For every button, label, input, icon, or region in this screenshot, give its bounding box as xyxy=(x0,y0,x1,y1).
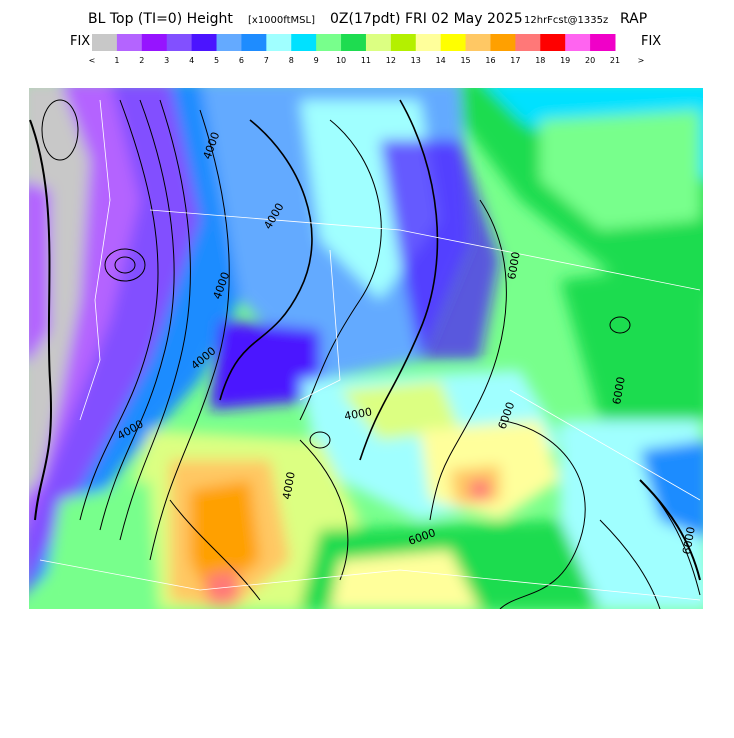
legend-tick-label: 13 xyxy=(411,56,421,65)
legend-tick-label: 21 xyxy=(610,56,620,65)
legend-tick-label: 1 xyxy=(114,56,119,65)
legend-tick-label: 10 xyxy=(336,56,346,65)
legend-swatch xyxy=(166,34,193,51)
title-part: [x1000ftMSL] xyxy=(248,15,315,26)
legend-tick-label: 4 xyxy=(189,56,194,65)
legend-tick-label: 16 xyxy=(485,56,495,65)
contour-label: 4000 xyxy=(280,471,298,501)
legend-swatch xyxy=(490,34,516,51)
color-field xyxy=(29,88,703,609)
legend-tick-label: 8 xyxy=(289,56,294,65)
legend-swatch xyxy=(116,34,143,51)
legend-swatch xyxy=(465,34,491,51)
legend-swatch xyxy=(191,34,218,51)
legend-end-label: FIX xyxy=(641,34,661,49)
legend-tick-label: 18 xyxy=(535,56,545,65)
legend-swatch xyxy=(390,34,417,51)
legend-swatch xyxy=(540,34,566,51)
legend-swatch xyxy=(440,34,467,51)
title-part: 0Z(17pdt) FRI 02 May 2025 xyxy=(330,11,523,27)
legend-swatch xyxy=(415,34,442,51)
legend-swatch xyxy=(141,34,168,51)
legend-tick-label: 19 xyxy=(560,56,570,65)
legend-tick-label: 17 xyxy=(510,56,520,65)
legend-swatch xyxy=(241,34,267,51)
legend-tick-label: 14 xyxy=(436,56,446,65)
title-part: 12hrFcst@1335z xyxy=(524,15,608,26)
legend-tick-label: 20 xyxy=(585,56,595,65)
contour-label: 6000 xyxy=(680,526,698,556)
contour-label: 4000 xyxy=(343,405,373,423)
contour-label: 6000 xyxy=(505,251,523,281)
legend-swatch xyxy=(565,34,591,51)
legend-tick-label: 3 xyxy=(164,56,169,65)
legend-tick-label: 6 xyxy=(239,56,244,65)
legend-tick-label: < xyxy=(89,56,96,65)
map: 4000400040004000400040006000600060006000… xyxy=(29,88,703,609)
legend-swatch xyxy=(365,34,392,51)
legend-end-label: FIX xyxy=(70,34,90,49)
legend-swatch xyxy=(316,34,342,51)
contours xyxy=(29,99,701,609)
legend-tick-label: 7 xyxy=(264,56,269,65)
legend-swatch xyxy=(590,34,616,51)
title-part: BL Top (TI=0) Height xyxy=(88,11,233,27)
title-part: RAP xyxy=(620,11,647,27)
title: BL Top (TI=0) Height [x1000ftMSL] 0Z(17pdt… xyxy=(88,11,647,27)
legend-tick-label: 15 xyxy=(460,56,470,65)
legend-tick-label: > xyxy=(638,56,645,65)
contour-label: 6000 xyxy=(610,376,628,406)
legend-swatch xyxy=(92,34,118,51)
legend-tick-label: 9 xyxy=(314,56,319,65)
color-legend: FIX FIX< 1 2 3 4 5 6 7 8 9 10 11 12 13 14 15 16 17 18 19 20 21… xyxy=(70,34,661,65)
legend-tick-label: 12 xyxy=(386,56,396,65)
legend-swatch xyxy=(341,34,367,51)
legend-swatch xyxy=(216,34,242,51)
legend-swatch xyxy=(291,34,317,51)
borders xyxy=(39,99,701,601)
legend-swatch xyxy=(266,34,292,51)
legend-tick-label: 5 xyxy=(214,56,219,65)
legend-swatch xyxy=(515,34,541,51)
legend-tick-label: 2 xyxy=(139,56,144,65)
legend-tick-label: 11 xyxy=(361,56,371,65)
